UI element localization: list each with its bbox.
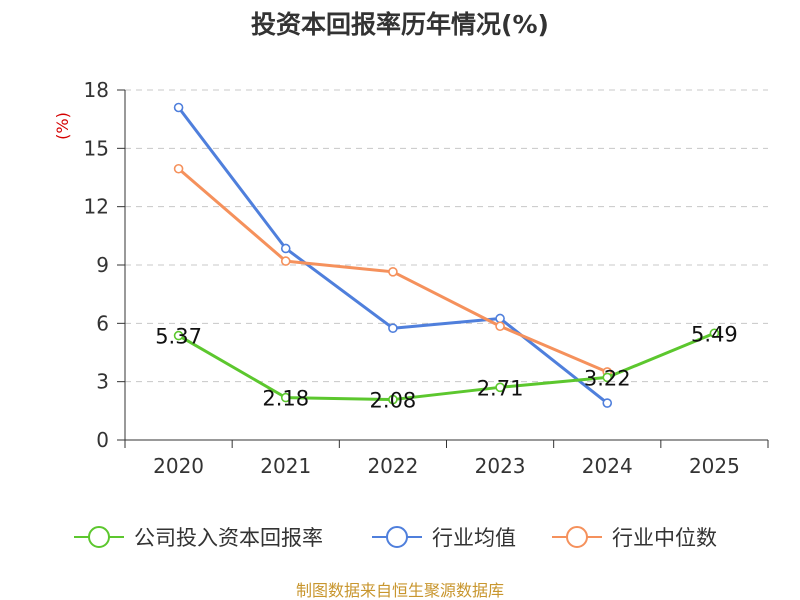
data-point xyxy=(495,313,505,324)
legend-item[interactable]: 行业均值 xyxy=(372,526,516,550)
y-tick-label: 18 xyxy=(84,78,109,102)
data-point xyxy=(602,372,613,383)
y-axis-ticks: 0 3 6 9 12 15 18 xyxy=(84,78,125,452)
data-point xyxy=(495,321,505,332)
y-tick-label: 12 xyxy=(84,195,109,219)
legend-marker xyxy=(88,526,110,548)
data-point xyxy=(388,323,398,333)
data-point xyxy=(280,243,291,254)
series-1 xyxy=(173,102,613,408)
data-point xyxy=(280,392,291,403)
legend[interactable]: 公司投入资本回报率 行业均值 行业中位数 xyxy=(74,526,717,550)
x-tick-label: 2020 xyxy=(153,454,204,478)
y-tick-label: 0 xyxy=(96,428,109,452)
chart-title: 投资本回报率历年情况(%) xyxy=(251,10,549,39)
legend-label: 行业均值 xyxy=(432,526,516,550)
legend-label: 公司投入资本回报率 xyxy=(134,526,323,550)
data-label: 2.08 xyxy=(370,389,417,413)
data-label: 5.49 xyxy=(691,322,738,346)
series-2 xyxy=(173,163,613,377)
data-label: 2.71 xyxy=(477,376,524,400)
data-point xyxy=(173,102,184,113)
data-label: 3.22 xyxy=(584,366,631,390)
series-lines xyxy=(173,102,720,408)
x-tick-label: 2023 xyxy=(475,454,526,478)
x-tick-label: 2022 xyxy=(367,454,418,478)
series-line xyxy=(177,331,715,402)
source-note: 制图数据来自恒生聚源数据库 xyxy=(296,581,504,600)
y-axis-unit-label: (%) xyxy=(53,112,72,140)
x-tick-label: 2024 xyxy=(582,454,633,478)
data-label: 2.18 xyxy=(262,387,309,411)
data-point xyxy=(495,382,505,393)
legend-marker xyxy=(386,526,408,548)
legend-label: 行业中位数 xyxy=(612,526,717,550)
x-axis-ticks: 2020 2021 2022 2023 2024 2025 xyxy=(124,440,769,478)
data-point xyxy=(388,394,398,405)
data-point xyxy=(280,256,291,266)
data-point xyxy=(388,267,398,277)
data-label: 5.37 xyxy=(155,325,202,349)
gridlines xyxy=(125,89,768,383)
data-point xyxy=(173,330,184,341)
x-tick-label: 2021 xyxy=(260,454,311,478)
y-tick-label: 15 xyxy=(84,136,109,160)
series-0 xyxy=(173,328,720,405)
data-point xyxy=(709,328,720,339)
y-tick-label: 6 xyxy=(96,311,109,335)
legend-marker xyxy=(566,526,588,548)
y-tick-label: 9 xyxy=(96,253,109,277)
legend-item[interactable]: 公司投入资本回报率 xyxy=(74,526,323,550)
data-point xyxy=(602,398,613,408)
data-point xyxy=(173,163,184,174)
data-labels: 5.37 2.18 2.08 2.71 3.22 5.49 xyxy=(155,322,738,412)
x-tick-label: 2025 xyxy=(689,454,740,478)
legend-item[interactable]: 行业中位数 xyxy=(552,526,717,550)
y-tick-label: 3 xyxy=(96,370,109,394)
series-line xyxy=(177,106,609,405)
